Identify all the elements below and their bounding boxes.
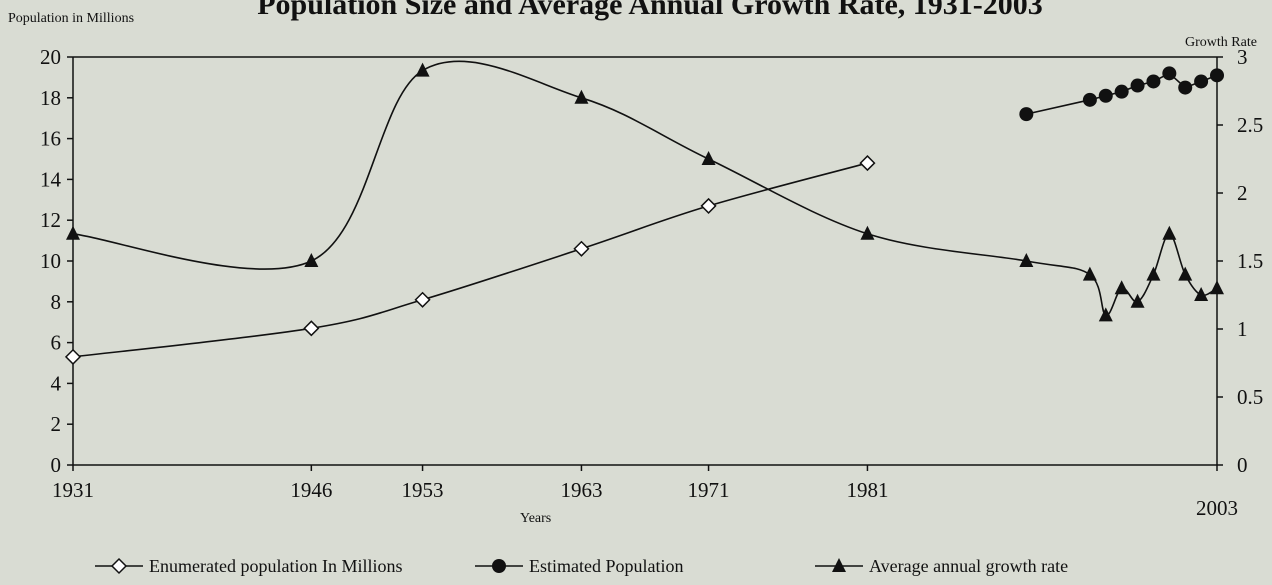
point — [574, 89, 589, 104]
point — [1019, 253, 1034, 267]
legend-marker — [492, 559, 506, 573]
series-line — [1026, 72, 1218, 115]
y2-tick-label: 1.5 — [1237, 249, 1263, 273]
y2-tick-label: 0 — [1237, 453, 1248, 477]
point — [573, 240, 590, 257]
series-line — [72, 162, 868, 358]
point — [64, 348, 82, 365]
point — [1019, 107, 1034, 122]
y-tick-label: 18 — [40, 86, 61, 110]
legend-marker — [110, 557, 128, 575]
point — [1146, 74, 1161, 89]
point — [1210, 280, 1224, 295]
point — [1178, 266, 1193, 281]
legend-label: Enumerated population In Millions — [149, 556, 402, 576]
x-tick-label: 1963 — [560, 478, 602, 502]
point — [860, 225, 875, 240]
y2-tick-label: 2.5 — [1237, 113, 1263, 137]
legend-label: Average annual growth rate — [869, 556, 1068, 576]
y-tick-label: 8 — [51, 290, 62, 314]
point — [1114, 280, 1129, 295]
point — [1082, 266, 1097, 281]
point — [303, 320, 320, 337]
x-tick-label: 1946 — [290, 478, 332, 502]
point — [1098, 307, 1113, 322]
x-tick-label: 1981 — [846, 478, 888, 502]
point — [1162, 66, 1177, 81]
y2-axis-label: Growth Rate — [1185, 35, 1257, 50]
legend-marker — [832, 558, 846, 572]
legend-label: Estimated Population — [529, 556, 684, 576]
y2-tick-label: 2 — [1237, 181, 1248, 205]
y-tick-label: 12 — [40, 208, 61, 232]
point — [859, 155, 876, 172]
point — [701, 151, 716, 165]
y-tick-label: 20 — [40, 45, 61, 69]
y2-tick-label: 3 — [1237, 45, 1248, 69]
point — [1114, 84, 1129, 99]
x-tick-label: 1953 — [402, 478, 444, 502]
point — [304, 253, 319, 267]
y2-tick-label: 1 — [1237, 317, 1248, 341]
y2-tick-label: 0.5 — [1237, 385, 1263, 409]
x-tick-label: 1971 — [688, 478, 730, 502]
y-tick-label: 6 — [51, 331, 62, 355]
y-tick-label: 10 — [40, 249, 61, 273]
y-tick-label: 16 — [40, 127, 61, 151]
point — [1130, 293, 1145, 308]
x-axis-label: Years — [520, 511, 551, 526]
point — [1210, 68, 1224, 83]
x-tick-label: 1931 — [52, 478, 94, 502]
point — [1162, 225, 1177, 240]
point — [1098, 88, 1113, 103]
point — [1130, 78, 1145, 93]
chart-title: Population Size and Average Annual Growt… — [257, 0, 1043, 21]
y-tick-label: 0 — [51, 453, 62, 477]
y-axis-label: Population in Millions — [8, 11, 134, 26]
point — [1178, 80, 1193, 95]
y-tick-label: 14 — [40, 167, 62, 191]
point — [700, 197, 717, 214]
point — [66, 225, 80, 240]
point — [1194, 287, 1209, 301]
point — [1194, 74, 1209, 89]
point — [1146, 266, 1161, 281]
point — [415, 62, 430, 77]
x-tick-label: 2003 — [1196, 496, 1238, 520]
y-tick-label: 2 — [51, 412, 62, 436]
point — [414, 291, 431, 308]
y-tick-label: 4 — [51, 371, 62, 395]
point — [1082, 92, 1097, 107]
